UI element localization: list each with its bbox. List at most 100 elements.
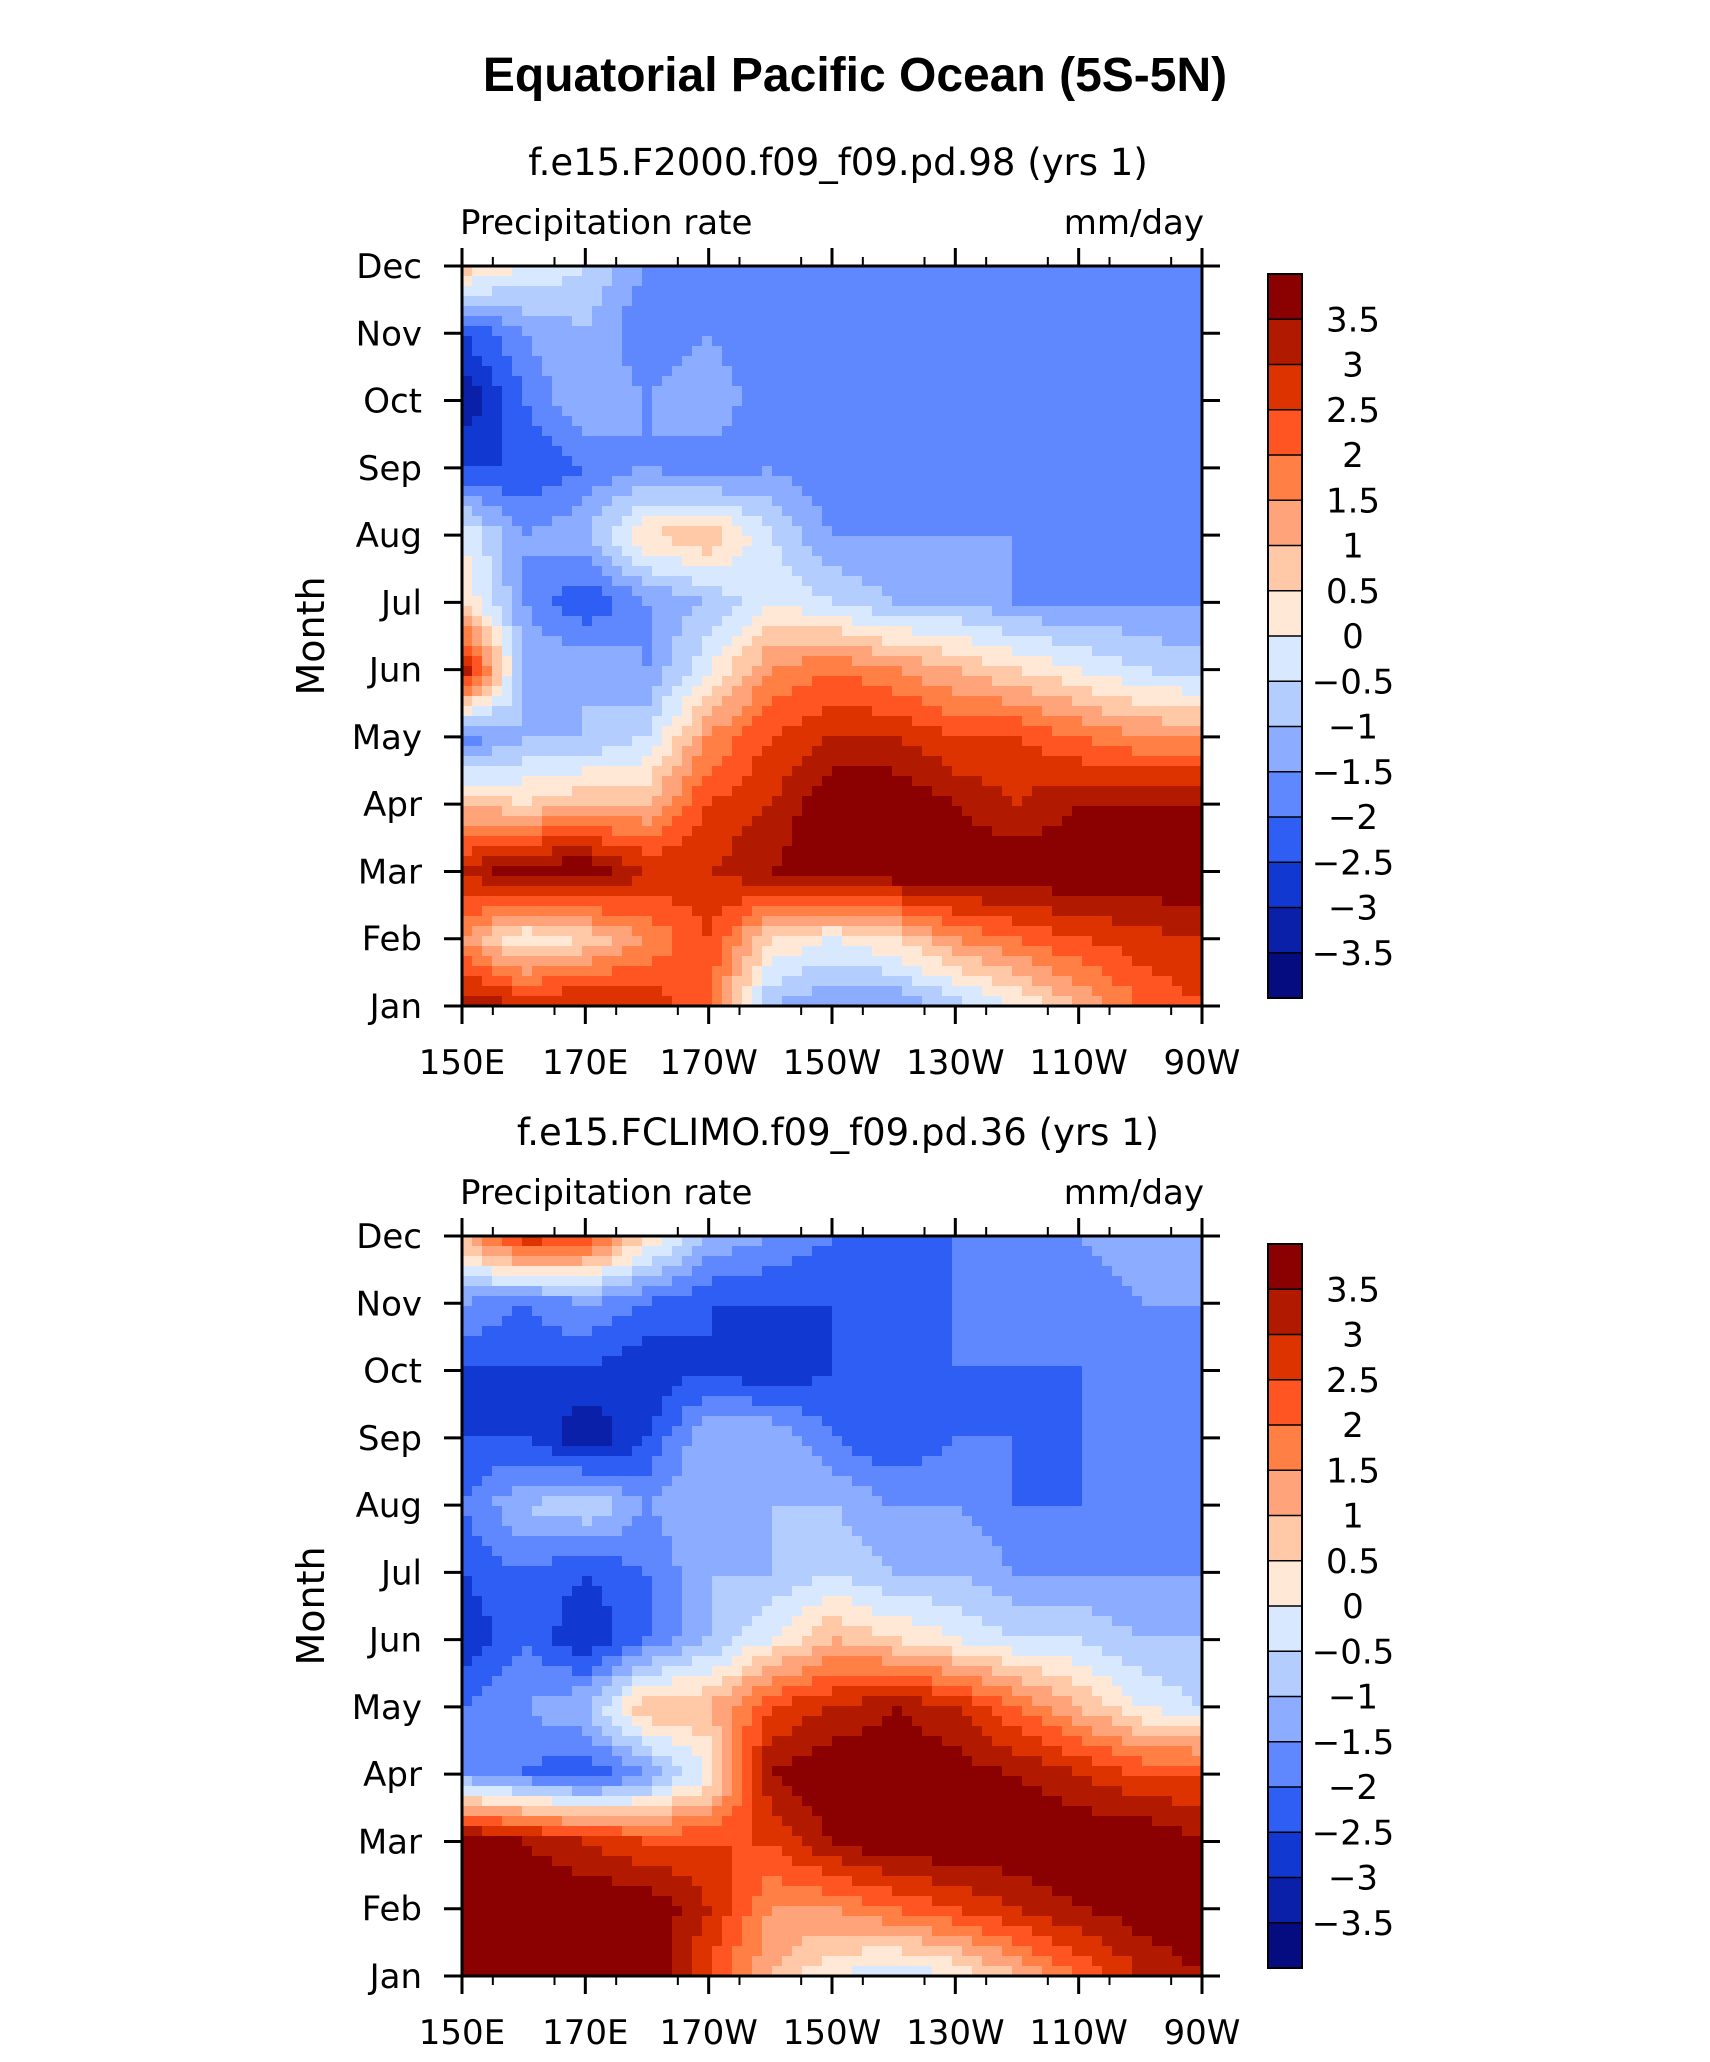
contour-cell xyxy=(1152,306,1163,317)
contour-cell xyxy=(512,746,523,757)
contour-cell xyxy=(672,446,683,457)
contour-cell xyxy=(692,916,703,927)
contour-cell xyxy=(1172,306,1183,317)
contour-cell xyxy=(882,266,893,277)
contour-cell xyxy=(882,706,893,717)
contour-cell xyxy=(802,346,813,357)
contour-cell xyxy=(832,296,843,307)
contour-cell xyxy=(552,296,563,307)
contour-cell xyxy=(772,706,783,717)
contour-cell xyxy=(862,676,873,687)
contour-cell xyxy=(662,836,673,847)
contour-cell xyxy=(512,616,523,627)
contour-cell xyxy=(782,936,793,947)
contour-cell xyxy=(992,596,1003,607)
contour-cell xyxy=(522,466,533,477)
contour-cell xyxy=(612,576,623,587)
contour-cell xyxy=(882,306,893,317)
contour-cell xyxy=(832,526,843,537)
contour-cell xyxy=(862,596,873,607)
contour-cell xyxy=(472,476,483,487)
contour-cell xyxy=(632,566,643,577)
contour-cell xyxy=(602,586,613,597)
contour-cell xyxy=(562,536,573,547)
contour-cell xyxy=(582,456,593,467)
contour-cell xyxy=(462,366,473,377)
contour-cell xyxy=(1142,646,1153,657)
contour-cell xyxy=(1122,286,1133,297)
contour-cell xyxy=(742,506,753,517)
contour-cell xyxy=(882,506,893,517)
contour-cell xyxy=(1162,756,1173,767)
contour-cell xyxy=(1052,556,1063,567)
contour-cell xyxy=(742,496,753,507)
contour-cell xyxy=(1002,416,1013,427)
contour-cell xyxy=(642,366,653,377)
contour-cell xyxy=(872,816,883,827)
contour-cell xyxy=(952,696,963,707)
contour-cell xyxy=(922,896,933,907)
contour-cell xyxy=(952,316,963,327)
contour-cell xyxy=(862,876,873,887)
contour-cell xyxy=(462,926,473,937)
contour-cell xyxy=(1072,886,1083,897)
contour-cell xyxy=(722,806,733,817)
contour-cell xyxy=(872,536,883,547)
contour-cell xyxy=(772,416,783,427)
contour-cell xyxy=(1062,416,1073,427)
contour-cell xyxy=(922,486,933,497)
contour-cell xyxy=(782,836,793,847)
contour-cell xyxy=(792,736,803,747)
contour-cell xyxy=(782,876,793,887)
contour-cell xyxy=(462,796,473,807)
contour-cell xyxy=(722,296,733,307)
contour-cell xyxy=(772,406,783,417)
contour-cell xyxy=(482,876,493,887)
contour-cell xyxy=(852,786,863,797)
contour-cell xyxy=(462,576,473,587)
contour-cell xyxy=(802,396,813,407)
contour-cell xyxy=(1082,576,1093,587)
contour-cell xyxy=(862,896,873,907)
contour-cell xyxy=(992,686,1003,697)
contour-cell xyxy=(502,326,513,337)
contour-cell xyxy=(542,466,553,477)
contour-cell xyxy=(612,436,623,447)
contour-cell xyxy=(682,696,693,707)
contour-cell xyxy=(642,546,653,557)
contour-cell xyxy=(822,276,833,287)
contour-cell xyxy=(1042,636,1053,647)
contour-cell xyxy=(982,516,993,527)
contour-cell xyxy=(1092,656,1103,667)
contour-cell xyxy=(692,266,703,277)
contour-cell xyxy=(842,316,853,327)
contour-cell xyxy=(482,626,493,637)
contour-cell xyxy=(582,726,593,737)
contour-cell xyxy=(962,846,973,857)
contour-cell xyxy=(982,686,993,697)
contour-cell xyxy=(532,326,543,337)
contour-cell xyxy=(462,456,473,467)
contour-cell xyxy=(822,426,833,437)
contour-cell xyxy=(1092,406,1103,417)
contour-cell xyxy=(872,546,883,557)
contour-cell xyxy=(962,536,973,547)
contour-cell xyxy=(792,266,803,277)
contour-cell xyxy=(662,496,673,507)
contour-cell xyxy=(812,696,823,707)
contour-cell xyxy=(872,566,883,577)
contour-cell xyxy=(552,286,563,297)
contour-cell xyxy=(952,566,963,577)
contour-cell xyxy=(942,796,953,807)
contour-cell xyxy=(782,386,793,397)
contour-cell xyxy=(652,746,663,757)
contour-cell xyxy=(1062,836,1073,847)
contour-cell xyxy=(932,636,943,647)
contour-cell xyxy=(962,726,973,737)
contour-cell xyxy=(1072,806,1083,817)
contour-cell xyxy=(482,396,493,407)
contour-cell xyxy=(512,526,523,537)
contour-cell xyxy=(962,576,973,587)
contour-cell xyxy=(1122,706,1133,717)
contour-cell xyxy=(802,646,813,657)
